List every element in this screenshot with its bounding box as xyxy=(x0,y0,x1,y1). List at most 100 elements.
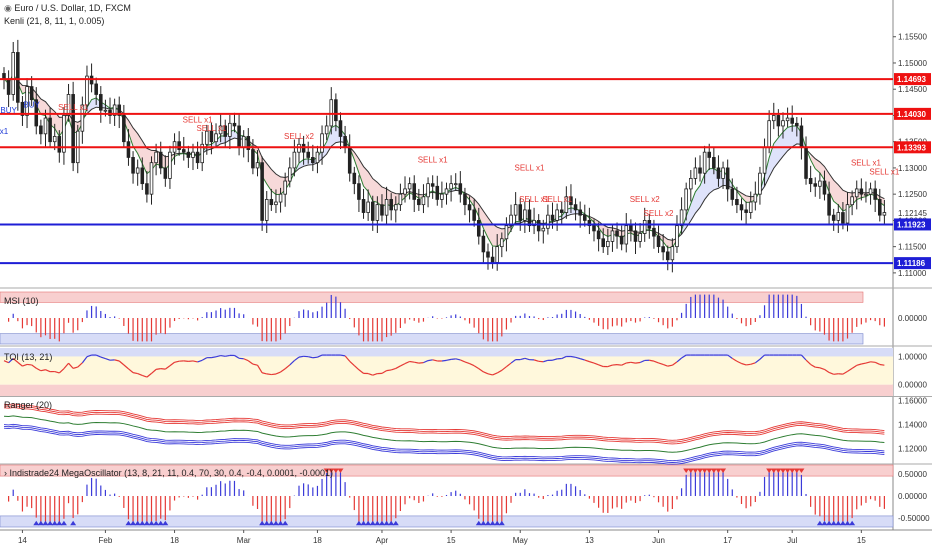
candle-body xyxy=(882,212,887,216)
mega-sell-marker xyxy=(683,468,690,473)
candle xyxy=(366,189,370,221)
mega-buy-marker xyxy=(835,520,842,526)
candle xyxy=(675,215,679,253)
mega-sell-marker xyxy=(687,468,694,473)
candle-body xyxy=(629,225,633,232)
kenli-cloud xyxy=(248,140,290,195)
candle xyxy=(453,173,458,190)
mega-buy-marker xyxy=(365,520,372,526)
toi-line-segment xyxy=(284,364,291,370)
mega-buy-marker xyxy=(139,520,146,526)
candle xyxy=(440,181,444,208)
toi-line-segment xyxy=(432,359,438,362)
signal-label: x1 xyxy=(0,127,9,136)
toi-line-segment xyxy=(344,355,351,362)
candle xyxy=(449,175,453,202)
toi-line-segment xyxy=(45,369,51,373)
candle xyxy=(394,196,398,223)
candle xyxy=(62,107,66,165)
candle xyxy=(536,214,541,242)
toi-line-segment xyxy=(593,362,599,366)
toi-line-segment xyxy=(865,361,871,364)
candle-body xyxy=(762,146,767,174)
candle-body xyxy=(536,220,541,232)
msi-lower-zone xyxy=(0,333,864,345)
toi-line-segment xyxy=(8,358,14,364)
candle xyxy=(670,238,675,273)
candle-body xyxy=(145,183,149,195)
candle-body xyxy=(278,193,283,203)
toi-legend: TOI (13, 21) xyxy=(4,352,53,362)
candle xyxy=(656,225,661,253)
candle-body xyxy=(799,125,804,148)
toi-line-segment xyxy=(118,360,125,366)
ranger-band xyxy=(3,423,885,462)
toi-line-segment xyxy=(653,360,659,364)
candle-body xyxy=(380,204,384,216)
toi-line-segment xyxy=(77,362,83,368)
eye-icon[interactable]: ◉ xyxy=(4,3,12,13)
candle xyxy=(518,198,523,231)
candle xyxy=(122,104,126,148)
candle-body xyxy=(642,220,647,234)
toi-line-segment xyxy=(31,364,37,369)
level-label: 1.11186 xyxy=(897,259,926,268)
candle xyxy=(329,87,334,135)
candle xyxy=(403,176,407,203)
toi-line-segment xyxy=(257,364,263,374)
candle-body xyxy=(486,251,490,258)
time-tick-label: 15 xyxy=(857,536,866,545)
toi-line-segment xyxy=(570,355,576,358)
candle xyxy=(698,155,702,182)
level-label-bg xyxy=(894,107,931,120)
time-tick-label: Jul xyxy=(787,536,797,545)
candle-body xyxy=(412,183,417,200)
candle xyxy=(546,204,550,235)
mega-buy-marker xyxy=(388,520,395,526)
candle xyxy=(753,181,758,211)
toi-line-segment xyxy=(317,354,323,358)
candle-body xyxy=(868,188,873,195)
candle xyxy=(601,228,606,253)
signal-label: SELL x1 xyxy=(183,115,213,124)
candle xyxy=(20,96,25,126)
arrow-left-icon[interactable]: › xyxy=(4,468,7,478)
time-tick-label: 14 xyxy=(18,536,27,545)
candle-body xyxy=(665,251,670,261)
candle xyxy=(338,112,343,150)
candle xyxy=(808,165,813,193)
toi-line-segment xyxy=(409,360,415,363)
toi-line-segment xyxy=(598,364,604,368)
candle xyxy=(214,123,218,148)
toi-line-segment xyxy=(81,356,88,364)
mega-sell-marker xyxy=(328,468,335,473)
toi-line-segment xyxy=(197,359,203,363)
candle xyxy=(476,207,481,245)
mega-sell-marker xyxy=(775,468,782,473)
toi-line-segment xyxy=(298,355,304,358)
candle xyxy=(592,219,596,242)
candle-body xyxy=(85,75,89,106)
candle xyxy=(352,166,357,195)
toi-line-segment xyxy=(215,354,221,358)
candle-body xyxy=(287,167,292,182)
toi-line-segment xyxy=(621,362,627,366)
toi-line-segment xyxy=(510,359,517,364)
candle-body xyxy=(163,167,168,179)
ranger-band xyxy=(3,403,885,441)
toi-line-segment xyxy=(174,360,180,363)
toi-line-segment xyxy=(626,361,631,364)
candle-body xyxy=(813,183,818,187)
ranger-band xyxy=(3,407,885,445)
candle xyxy=(504,217,509,252)
mega-sell-marker xyxy=(710,468,717,473)
toi-line-segment xyxy=(805,359,812,365)
toi-line-segment xyxy=(391,367,396,371)
candle-body xyxy=(859,188,864,195)
candle-body xyxy=(421,196,426,206)
mega-buy-marker xyxy=(268,520,275,526)
price-tick-label: 1.15500 xyxy=(898,33,927,42)
toi-line-segment xyxy=(164,365,171,370)
time-tick-label: Feb xyxy=(99,536,113,545)
